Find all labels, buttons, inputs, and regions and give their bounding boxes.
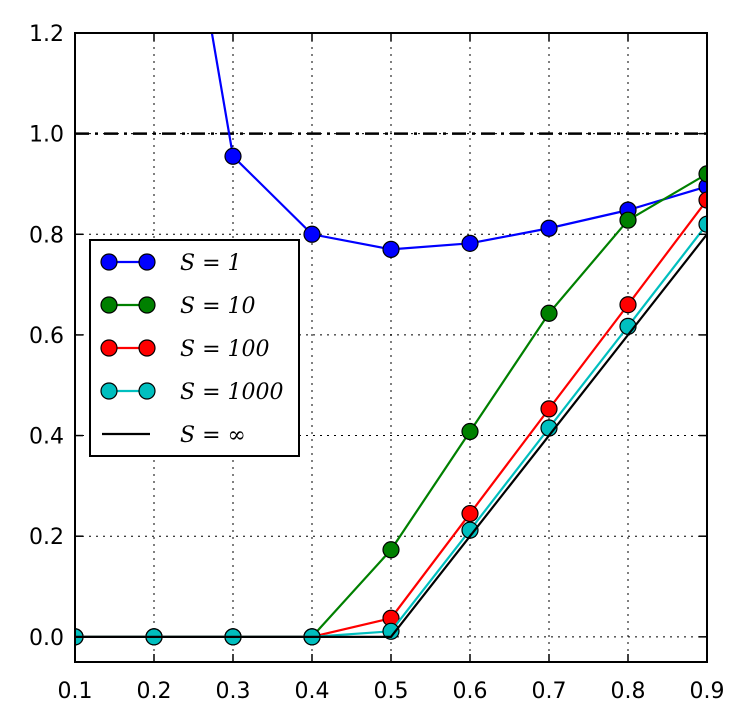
x-tick-label: 0.1: [58, 679, 93, 704]
data-point: [461, 521, 479, 539]
data-point: [619, 211, 637, 229]
legend-marker: [138, 382, 156, 400]
y-tick-label: 0.4: [29, 425, 64, 450]
legend: S = 1 S = 10 S = 100 S = 1000 S = ∞: [89, 239, 300, 457]
data-point: [303, 225, 321, 243]
series-line-s∞: [75, 233, 707, 638]
data-point: [698, 177, 707, 196]
legend-label: S = 100: [180, 337, 269, 362]
x-tick-label: 0.4: [295, 679, 330, 704]
x-tick-labels: 0.1 0.2 0.3 0.4 0.5 0.6 0.7 0.8 0.9: [58, 679, 725, 704]
series-line-s1: [210, 33, 707, 251]
data-point: [201, 10, 217, 26]
legend-label: S = ∞: [180, 423, 246, 448]
data-point: [698, 165, 707, 183]
x-tick-label: 0.2: [137, 679, 172, 704]
y-tick-label: 0.0: [29, 626, 64, 651]
legend-label: S = 1000: [180, 380, 283, 405]
legend-label: S = 10: [180, 294, 256, 319]
y-tick-label: 1.0: [29, 123, 64, 148]
data-point: [619, 296, 637, 314]
axis-ticks: [74, 32, 708, 662]
legend-marker: [100, 296, 118, 314]
y-tick-labels: 0.0 0.2 0.4 0.6 0.8 1.0 1.2: [29, 22, 64, 651]
y-tick-label: 1.2: [29, 22, 64, 47]
x-tick-label: 0.7: [532, 679, 567, 704]
x-tick-label: 0.8: [611, 679, 646, 704]
data-point: [382, 541, 400, 559]
data-point: [461, 504, 479, 523]
data-point: [540, 304, 558, 322]
y-tick-label: 0.8: [29, 223, 64, 248]
series-group: [75, 10, 707, 646]
data-point: [698, 191, 707, 209]
legend-label: S = 1: [180, 251, 242, 276]
y-tick-label: 0.2: [29, 525, 64, 550]
legend-marker: [138, 296, 156, 314]
legend-marker: [100, 339, 118, 357]
data-point: [224, 147, 242, 165]
x-tick-label: 0.6: [453, 679, 488, 704]
data-point: [382, 622, 400, 640]
x-tick-label: 0.3: [216, 679, 251, 704]
y-tick-label: 0.6: [29, 324, 64, 349]
data-point: [540, 400, 558, 418]
data-point: [461, 234, 479, 252]
data-point: [382, 240, 400, 258]
legend-marker: [138, 339, 156, 357]
legend-marker: [138, 253, 156, 271]
legend-marker: [100, 382, 118, 400]
data-point: [461, 422, 479, 441]
data-point: [698, 215, 707, 233]
legend-marker: [100, 253, 118, 271]
x-tick-label: 0.9: [690, 679, 725, 704]
x-tick-label: 0.5: [374, 679, 409, 704]
data-point: [540, 219, 558, 237]
